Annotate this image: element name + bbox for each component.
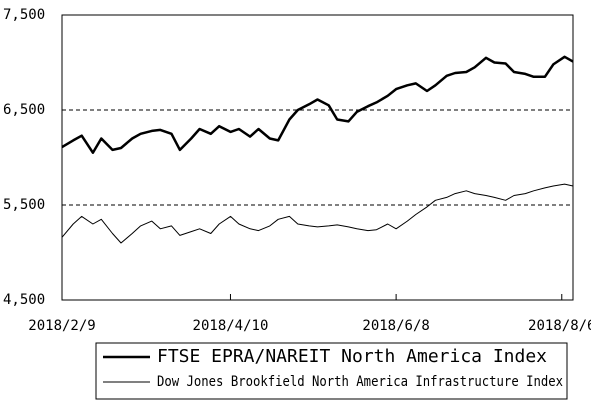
plot-frame	[61, 14, 574, 301]
y-tick-label: 5,500	[3, 197, 45, 213]
x-tick-label: 2018/6/8	[362, 318, 429, 334]
y-tick-label: 7,500	[3, 7, 45, 23]
legend-label: Dow Jones Brookfield North America Infra…	[157, 374, 563, 390]
x-tick-label: 2018/2/9	[28, 318, 95, 334]
x-tick-label: 2018/8/6	[528, 318, 591, 334]
legend-label: FTSE EPRA/NAREIT North America Index	[157, 346, 547, 367]
x-tick-label: 2018/4/10	[193, 318, 269, 334]
y-tick-label: 4,500	[3, 292, 45, 308]
legend-box	[95, 342, 568, 400]
series-line	[61, 183, 574, 244]
series-line	[61, 55, 574, 154]
y-tick-label: 6,500	[3, 102, 45, 118]
